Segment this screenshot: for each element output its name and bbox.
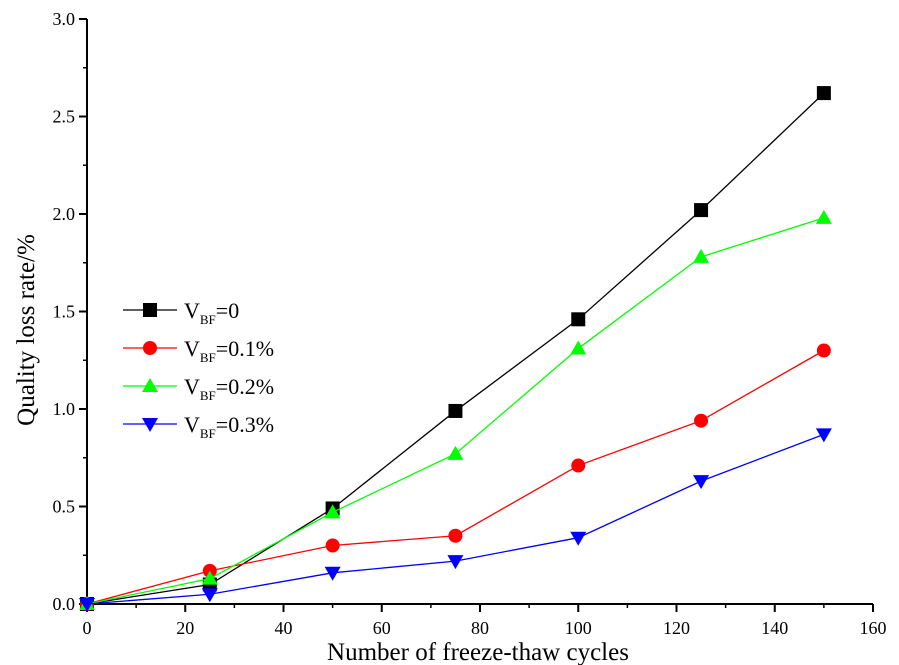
data-point: [324, 504, 341, 519]
data-point: [79, 598, 95, 612]
x-tick-label: 100: [565, 618, 592, 638]
data-point: [324, 566, 341, 581]
data-point: [693, 248, 710, 263]
legend-label: VBF=0: [184, 298, 239, 327]
data-point: [447, 445, 464, 460]
y-tick-label: 2.0: [53, 204, 76, 224]
data-point: [571, 458, 586, 473]
data-point: [201, 570, 218, 585]
data-point: [448, 528, 463, 543]
x-tick-label: 20: [176, 618, 194, 638]
x-tick-label: 0: [83, 618, 92, 638]
x-tick-label: 140: [761, 618, 788, 638]
y-tick-label: 2.5: [53, 107, 76, 127]
data-point: [570, 531, 587, 546]
legend-marker: [142, 378, 158, 392]
y-tick-label: 1.0: [53, 399, 76, 419]
data-point: [816, 343, 831, 358]
legend-label: VBF=0.2%: [184, 374, 274, 403]
data-point: [448, 403, 463, 418]
y-tick-label: 0.0: [53, 594, 76, 614]
series-layer: [79, 86, 832, 612]
y-tick-label: 0.5: [53, 497, 76, 517]
y-tick-label: 3.0: [53, 9, 76, 29]
data-point: [201, 588, 218, 603]
data-point: [325, 538, 340, 553]
y-tick-label: 1.5: [53, 302, 76, 322]
data-point: [447, 555, 464, 570]
legend: VBF=0 VBF=0.1% VBF=0.2% VBF=0.3%: [123, 298, 274, 441]
x-axis-title: Number of freeze-thaw cycles: [327, 639, 629, 665]
legend-item: VBF=0: [123, 298, 239, 327]
series-2: [79, 209, 832, 610]
legend-label: VBF=0.3%: [184, 412, 274, 441]
legend-item: VBF=0.1%: [123, 336, 274, 365]
data-point: [815, 209, 832, 224]
x-tick-label: 60: [373, 618, 391, 638]
data-point: [694, 203, 709, 218]
legend-marker: [142, 418, 158, 432]
x-tick-label: 40: [275, 618, 293, 638]
x-tick-label: 80: [471, 618, 489, 638]
y-axis-title: Quality loss rate/%: [13, 234, 40, 426]
data-point: [571, 312, 586, 327]
legend-item: VBF=0.2%: [123, 374, 274, 403]
legend-marker: [143, 303, 157, 317]
data-point: [570, 340, 587, 355]
x-tick-label: 160: [860, 618, 887, 638]
legend-label: VBF=0.1%: [184, 336, 274, 365]
x-tick-label: 120: [663, 618, 690, 638]
series-3: [79, 428, 832, 612]
data-point: [693, 475, 710, 490]
legend-item: VBF=0.3%: [123, 412, 274, 441]
data-point: [816, 86, 831, 101]
axes: 0 20 40 60 80 100 120 140 160 0.0 0.5 1.0 1.5 2.0 2.5 3…: [53, 9, 887, 638]
legend-marker: [143, 341, 157, 355]
data-point: [815, 428, 832, 443]
data-point: [694, 413, 709, 428]
